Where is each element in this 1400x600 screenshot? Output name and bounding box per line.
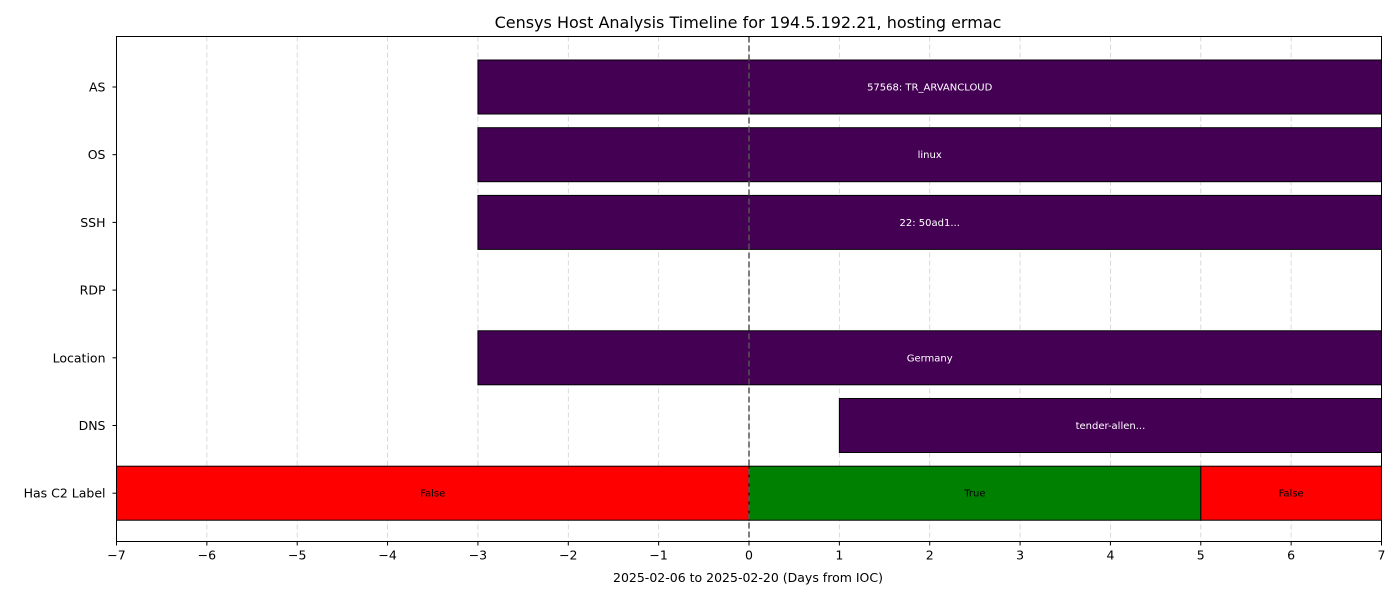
x-tick-label: −1 — [649, 548, 667, 563]
y-tick-label: Has C2 Label — [24, 486, 106, 501]
bar-label: 57568: TR_ARVANCLOUD — [867, 83, 993, 94]
x-tick-label: −4 — [378, 548, 396, 563]
x-tick-label: −5 — [288, 548, 306, 563]
timeline-bar — [477, 127, 1382, 183]
bar-label: True — [963, 489, 985, 500]
timeline-bar — [838, 398, 1382, 453]
bar-label: tender-allen... — [1076, 421, 1146, 432]
grid-layer — [116, 36, 1382, 542]
bar-label: Germany — [907, 353, 953, 364]
x-tick-label: 5 — [1197, 548, 1205, 563]
bar-label: False — [1279, 489, 1304, 500]
x-tick-label: −3 — [469, 548, 487, 563]
x-tick-label: 1 — [835, 548, 843, 563]
y-tick-label: AS — [89, 80, 106, 95]
x-tick-label: 3 — [1016, 548, 1024, 563]
x-tick-label: −7 — [107, 548, 125, 563]
x-tick-label: 7 — [1378, 548, 1386, 563]
chart-title: Censys Host Analysis Timeline for 194.5.… — [495, 13, 1002, 32]
y-axis: AS OS SSH RDP Location DNS Has C2 Label — [24, 80, 117, 501]
timeline-bar — [477, 194, 1382, 250]
y-tick-label: RDP — [80, 283, 106, 298]
timeline-bar — [477, 59, 1382, 115]
y-tick-label: SSH — [80, 215, 105, 230]
x-tick-label: −6 — [198, 548, 216, 563]
timeline-bar — [1200, 465, 1383, 521]
x-tick-label: 6 — [1287, 548, 1295, 563]
bar-label: False — [420, 489, 445, 500]
y-tick-label: OS — [88, 147, 106, 162]
x-axis: −7 −6 −5 −4 −3 −2 −1 0 1 2 3 4 5 6 7 — [107, 541, 1386, 563]
bar-label: 22: 50ad1... — [900, 218, 960, 229]
x-axis-label: 2025-02-06 to 2025-02-20 (Days from IOC) — [613, 570, 883, 585]
timeline-bar — [116, 465, 750, 521]
bar-label: linux — [918, 150, 942, 161]
x-tick-label: 4 — [1106, 548, 1114, 563]
y-tick-label: Location — [53, 350, 106, 365]
x-tick-label: 0 — [745, 548, 753, 563]
x-tick-label: 2 — [926, 548, 934, 563]
x-tick-label: −2 — [559, 548, 577, 563]
y-tick-label: DNS — [79, 418, 106, 433]
timeline-bar — [477, 330, 1382, 386]
timeline-bar — [748, 465, 1202, 521]
